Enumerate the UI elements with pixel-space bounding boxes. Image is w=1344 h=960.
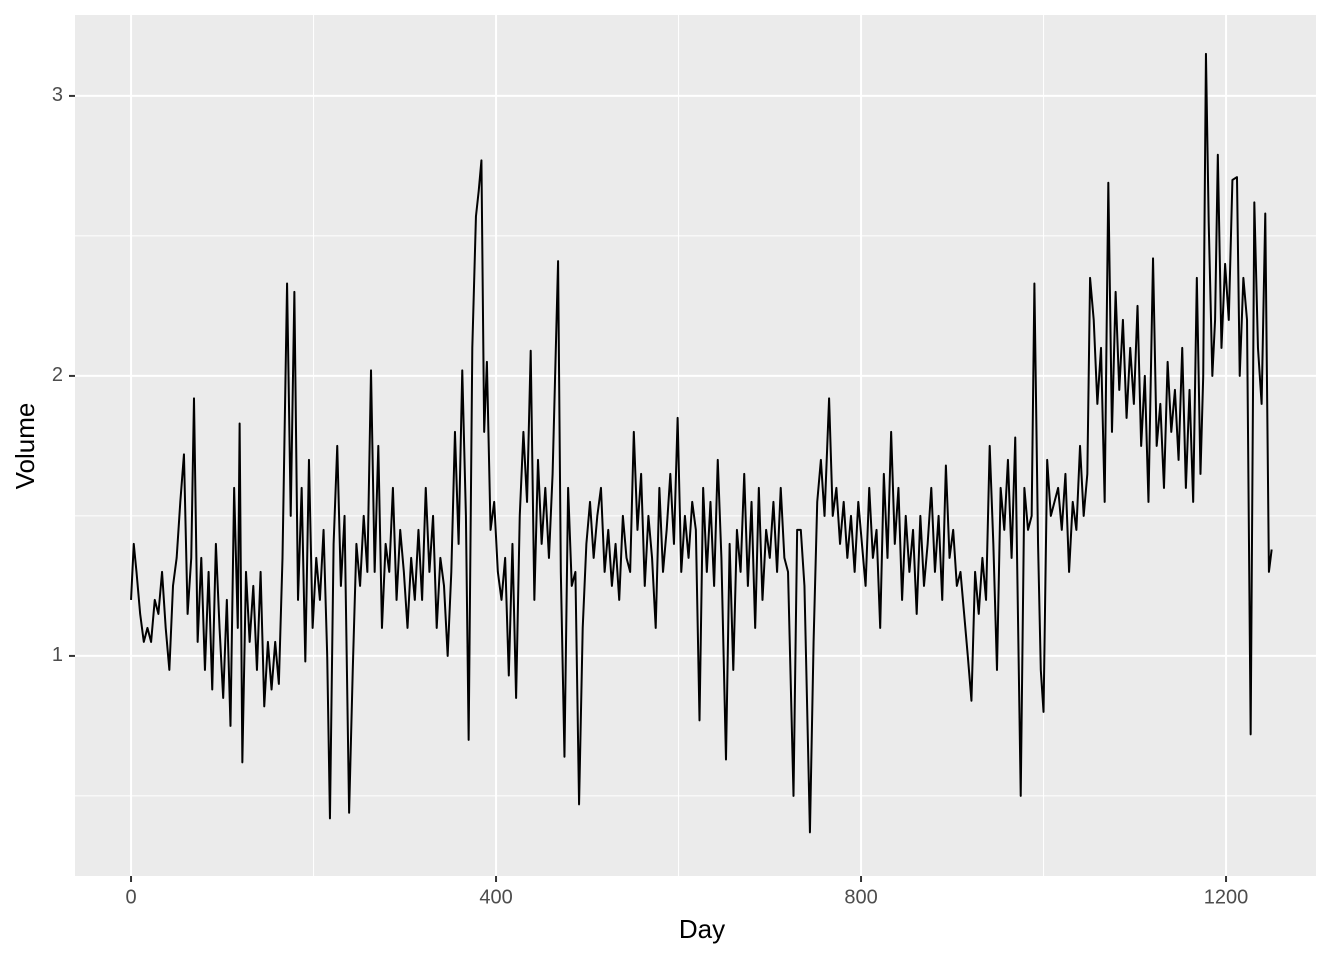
x-tick-label: 1200 bbox=[1204, 886, 1249, 908]
y-tick-label: 2 bbox=[52, 364, 63, 386]
x-tick-label: 800 bbox=[844, 886, 877, 908]
x-axis-title: Day bbox=[679, 914, 725, 944]
data-line bbox=[130, 52, 1273, 834]
y-axis-title: Volume bbox=[10, 403, 40, 490]
x-tick-label: 0 bbox=[125, 886, 136, 908]
panel-background bbox=[75, 15, 1316, 876]
x-tick-label: 400 bbox=[479, 886, 512, 908]
y-tick-label: 1 bbox=[52, 644, 63, 666]
y-tick-label: 3 bbox=[52, 84, 63, 106]
